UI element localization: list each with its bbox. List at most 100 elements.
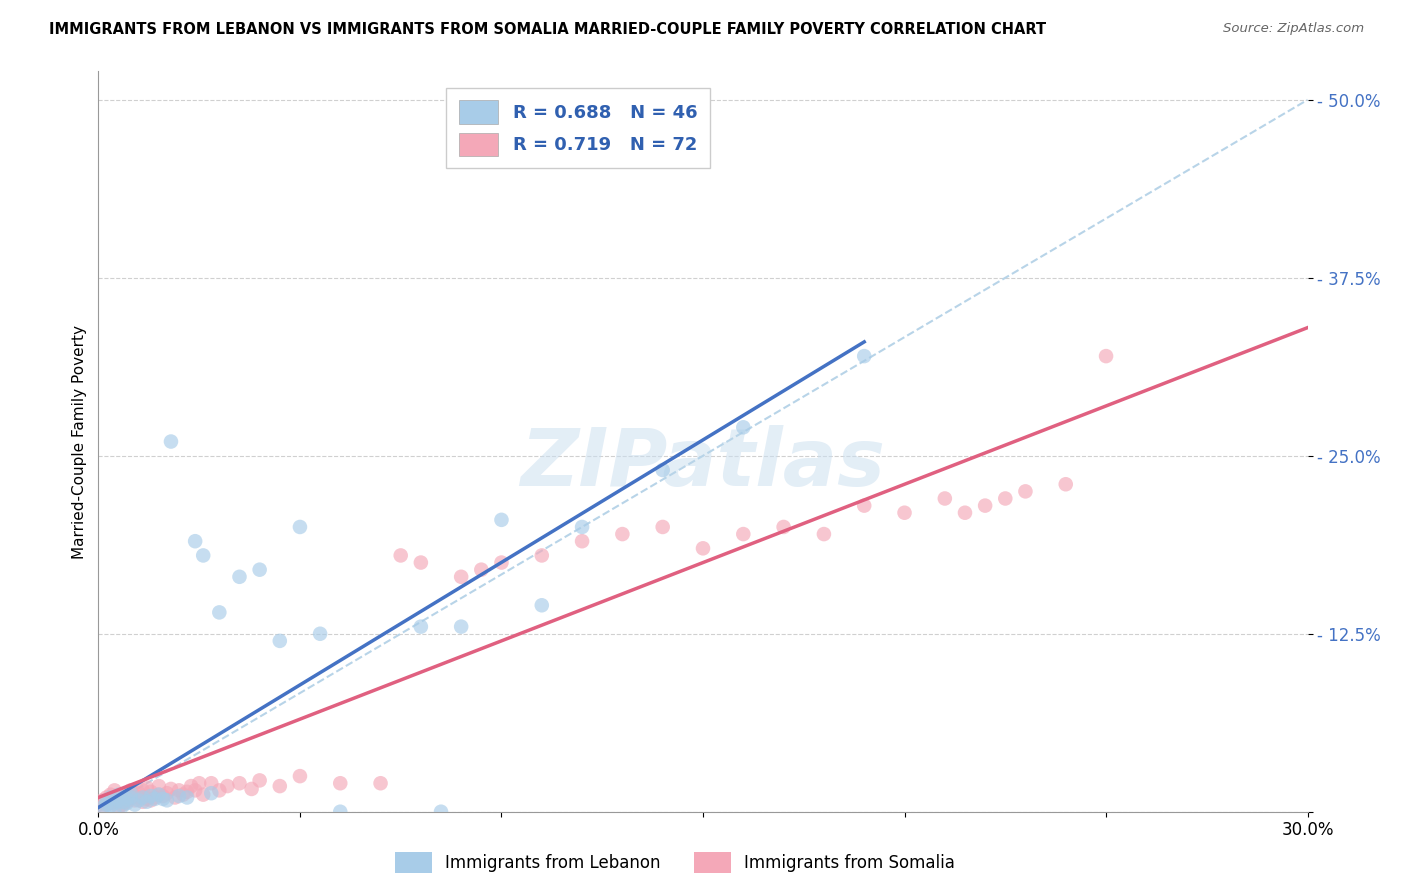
Point — [208, 606, 231, 620]
Point — [143, 792, 166, 806]
Point — [176, 785, 198, 799]
Point — [111, 795, 134, 809]
Point — [249, 563, 271, 577]
Point — [329, 805, 352, 819]
Point — [100, 790, 122, 805]
Point — [143, 790, 166, 805]
Point — [530, 549, 553, 563]
Point — [132, 790, 155, 805]
Point — [188, 776, 211, 790]
Point — [184, 783, 207, 797]
Point — [152, 789, 174, 803]
Point — [571, 520, 593, 534]
Point — [91, 799, 114, 814]
Point — [893, 506, 915, 520]
Point — [148, 788, 170, 802]
Point — [132, 783, 155, 797]
Point — [96, 797, 118, 812]
Point — [193, 788, 215, 802]
Point — [733, 527, 755, 541]
Point — [100, 799, 122, 814]
Point — [120, 790, 142, 805]
Point — [96, 793, 118, 807]
Point — [172, 788, 194, 802]
Point — [148, 779, 170, 793]
Point — [167, 783, 190, 797]
Point — [200, 776, 222, 790]
Point — [813, 527, 835, 541]
Point — [111, 799, 134, 814]
Point — [994, 491, 1017, 506]
Point — [309, 626, 332, 640]
Point — [240, 781, 263, 796]
Point — [409, 556, 432, 570]
Point — [571, 534, 593, 549]
Point — [974, 499, 997, 513]
Point — [934, 491, 956, 506]
Point — [124, 789, 146, 803]
Point — [651, 463, 673, 477]
Point — [450, 570, 472, 584]
Point — [156, 786, 179, 800]
Point — [107, 800, 129, 814]
Point — [103, 783, 125, 797]
Point — [217, 779, 239, 793]
Point — [269, 633, 291, 648]
Point — [128, 790, 150, 805]
Point — [269, 779, 291, 793]
Point — [530, 599, 553, 613]
Point — [135, 792, 157, 806]
Text: Source: ZipAtlas.com: Source: ZipAtlas.com — [1223, 22, 1364, 36]
Point — [491, 513, 513, 527]
Point — [91, 793, 114, 807]
Text: IMMIGRANTS FROM LEBANON VS IMMIGRANTS FROM SOMALIA MARRIED-COUPLE FAMILY POVERTY: IMMIGRANTS FROM LEBANON VS IMMIGRANTS FR… — [49, 22, 1046, 37]
Point — [470, 563, 492, 577]
Point — [139, 785, 162, 799]
Point — [120, 792, 142, 806]
Point — [733, 420, 755, 434]
Point — [120, 783, 142, 797]
Text: ZIPatlas: ZIPatlas — [520, 425, 886, 503]
Point — [612, 527, 634, 541]
Point — [651, 520, 673, 534]
Point — [228, 776, 250, 790]
Point — [115, 796, 138, 810]
Point — [450, 619, 472, 633]
Point — [491, 556, 513, 570]
Point — [128, 793, 150, 807]
Point — [152, 792, 174, 806]
Point — [329, 776, 352, 790]
Point — [389, 549, 412, 563]
Point — [953, 506, 976, 520]
Point — [692, 541, 714, 556]
Point — [124, 797, 146, 812]
Point — [124, 793, 146, 807]
Point — [288, 769, 311, 783]
Point — [115, 792, 138, 806]
Point — [163, 790, 186, 805]
Y-axis label: Married-Couple Family Poverty: Married-Couple Family Poverty — [72, 325, 87, 558]
Point — [208, 783, 231, 797]
Point — [139, 789, 162, 803]
Point — [96, 790, 118, 805]
Point — [115, 788, 138, 802]
Point — [772, 520, 794, 534]
Point — [111, 797, 134, 812]
Point — [128, 786, 150, 800]
Point — [111, 790, 134, 805]
Point — [139, 793, 162, 807]
Point — [228, 570, 250, 584]
Point — [200, 786, 222, 800]
Point — [135, 780, 157, 795]
Point — [132, 795, 155, 809]
Point — [370, 776, 392, 790]
Legend: Immigrants from Lebanon, Immigrants from Somalia: Immigrants from Lebanon, Immigrants from… — [388, 846, 962, 880]
Point — [249, 773, 271, 788]
Point — [103, 796, 125, 810]
Point — [288, 520, 311, 534]
Point — [180, 779, 202, 793]
Point — [193, 549, 215, 563]
Point — [91, 800, 114, 814]
Point — [100, 796, 122, 810]
Point — [160, 781, 183, 796]
